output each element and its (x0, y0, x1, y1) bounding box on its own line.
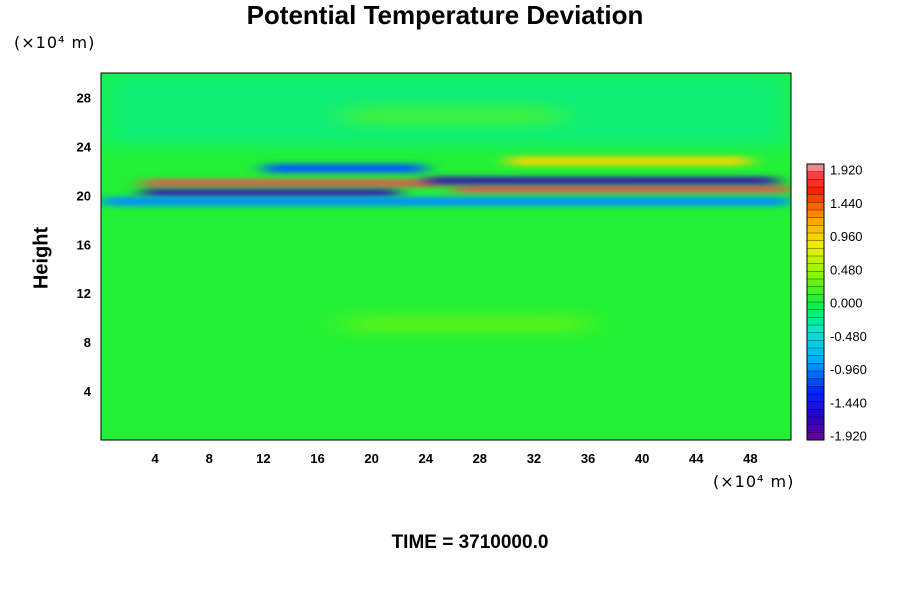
colorbar-segment (807, 179, 824, 188)
colorbar-segment (807, 317, 824, 326)
colorbar-segment (807, 164, 824, 172)
colorbar-segment (807, 286, 824, 295)
x-tick-label: 24 (418, 451, 433, 466)
field-feature (344, 319, 589, 329)
colorbar-label: 0.480 (830, 262, 863, 277)
colorbar-segment (807, 417, 824, 425)
colorbar-segment (807, 210, 824, 218)
y-tick-label: 4 (84, 384, 92, 399)
x-tick-label: 32 (527, 451, 541, 466)
x-axis-unit: (×10⁴ m) (713, 472, 795, 491)
colorbar-segment (807, 348, 824, 356)
colorbar-segment (807, 394, 824, 402)
colorbar-segment (807, 340, 824, 349)
colorbar-segment (807, 225, 824, 234)
x-tick-label: 44 (689, 451, 704, 466)
y-tick-label: 28 (77, 90, 91, 105)
colorbar-segment (807, 332, 824, 341)
colorbar-segment (807, 424, 824, 433)
field-feature (141, 179, 440, 187)
field-feature (141, 189, 399, 197)
x-tick-label: 48 (743, 451, 757, 466)
colorbar-segment (807, 233, 824, 241)
x-tick-label: 16 (310, 451, 324, 466)
colorbar-segment (807, 240, 824, 249)
colorbar-label: 0.000 (830, 296, 863, 311)
colorbar-segment (807, 325, 824, 333)
colorbar-label: 1.440 (830, 196, 863, 211)
y-axis-unit: (×10⁴ m) (14, 33, 96, 52)
field-feature (506, 156, 751, 166)
colorbar-segment (807, 256, 824, 264)
y-tick-label: 24 (77, 139, 92, 154)
field-feature (344, 111, 561, 121)
x-tick-label: 4 (152, 451, 160, 466)
colorbar-segment (807, 409, 824, 418)
y-tick-label: 20 (77, 188, 91, 203)
field-feature (452, 185, 791, 193)
colorbar-label: 0.960 (830, 229, 863, 244)
y-axis-ticks: 4 8 12 16 20 24 28 (77, 90, 92, 399)
colorbar-segment (807, 194, 824, 203)
colorbar-segment (807, 363, 824, 372)
y-tick-label: 12 (77, 286, 91, 301)
x-tick-label: 36 (581, 451, 595, 466)
colorbar-label: -0.480 (830, 329, 867, 344)
colorbar-label: -1.440 (830, 395, 867, 410)
colorbar-segment (807, 217, 824, 226)
colorbar-segment (807, 302, 824, 310)
colorbar-segment (807, 355, 824, 364)
plot-frame (100, 72, 792, 441)
colorbar-segment (807, 202, 824, 211)
colorbar-segment (807, 309, 824, 318)
time-caption: TIME = 3710000.0 (391, 532, 549, 553)
y-tick-label: 16 (77, 237, 91, 252)
colorbar-segment (807, 401, 824, 410)
chart-title: Potential Temperature Deviation (246, 0, 644, 30)
y-tick-label: 8 (84, 335, 91, 350)
field-feature (101, 196, 791, 206)
colorbar-label: -0.960 (830, 362, 867, 377)
colorbar-segment (807, 432, 824, 441)
colorbar-segment (807, 386, 824, 395)
field-feature (425, 177, 778, 185)
colorbar-segment (807, 378, 824, 387)
colorbar-frame (806, 163, 825, 441)
x-tick-label: 8 (206, 451, 213, 466)
colorbar: 1.920 1.440 0.960 0.480 0.000 -0.480 -0.960 -1.… (806, 163, 867, 444)
colorbar-segment (807, 294, 824, 303)
x-tick-label: 40 (635, 451, 649, 466)
colorbar-segment (807, 271, 824, 280)
colorbar-label: -1.920 (830, 429, 867, 444)
heatmap-field (101, 73, 791, 440)
colorbar-segment (807, 263, 824, 272)
x-axis-ticks: 4 8 12 16 20 24 28 32 36 40 44 48 (152, 451, 758, 466)
x-tick-label: 20 (364, 451, 378, 466)
x-tick-label: 12 (256, 451, 270, 466)
colorbar-segment (807, 371, 824, 379)
field-feature (263, 163, 426, 173)
x-tick-label: 28 (473, 451, 487, 466)
colorbar-label: 1.920 (830, 163, 863, 178)
colorbar-segment (807, 279, 824, 287)
colorbar-segment (807, 248, 824, 257)
colorbar-segment (807, 187, 824, 195)
upper-cool-region (101, 73, 791, 147)
colorbar-segment (807, 171, 824, 180)
